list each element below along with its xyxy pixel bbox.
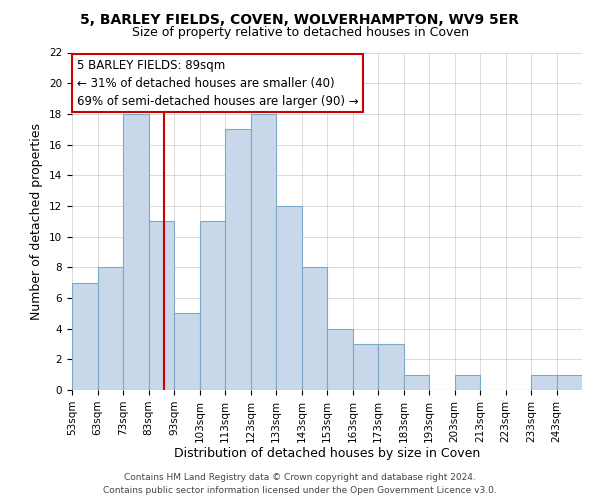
Bar xyxy=(72,282,97,390)
Bar xyxy=(404,374,429,390)
Bar xyxy=(276,206,302,390)
Bar xyxy=(251,114,276,390)
Text: 5 BARLEY FIELDS: 89sqm
← 31% of detached houses are smaller (40)
69% of semi-det: 5 BARLEY FIELDS: 89sqm ← 31% of detached… xyxy=(77,58,359,108)
Y-axis label: Number of detached properties: Number of detached properties xyxy=(31,122,43,320)
Bar xyxy=(378,344,404,390)
Bar xyxy=(455,374,480,390)
Bar xyxy=(97,268,123,390)
Bar xyxy=(327,328,353,390)
Bar xyxy=(302,268,327,390)
Text: 5, BARLEY FIELDS, COVEN, WOLVERHAMPTON, WV9 5ER: 5, BARLEY FIELDS, COVEN, WOLVERHAMPTON, … xyxy=(80,12,520,26)
Bar xyxy=(225,129,251,390)
Text: Size of property relative to detached houses in Coven: Size of property relative to detached ho… xyxy=(131,26,469,39)
Text: Contains HM Land Registry data © Crown copyright and database right 2024.
Contai: Contains HM Land Registry data © Crown c… xyxy=(103,474,497,495)
Bar xyxy=(174,314,200,390)
Bar xyxy=(557,374,582,390)
Bar xyxy=(353,344,378,390)
Bar xyxy=(200,221,225,390)
X-axis label: Distribution of detached houses by size in Coven: Distribution of detached houses by size … xyxy=(174,448,480,460)
Bar xyxy=(531,374,557,390)
Bar xyxy=(123,114,149,390)
Bar xyxy=(149,221,174,390)
